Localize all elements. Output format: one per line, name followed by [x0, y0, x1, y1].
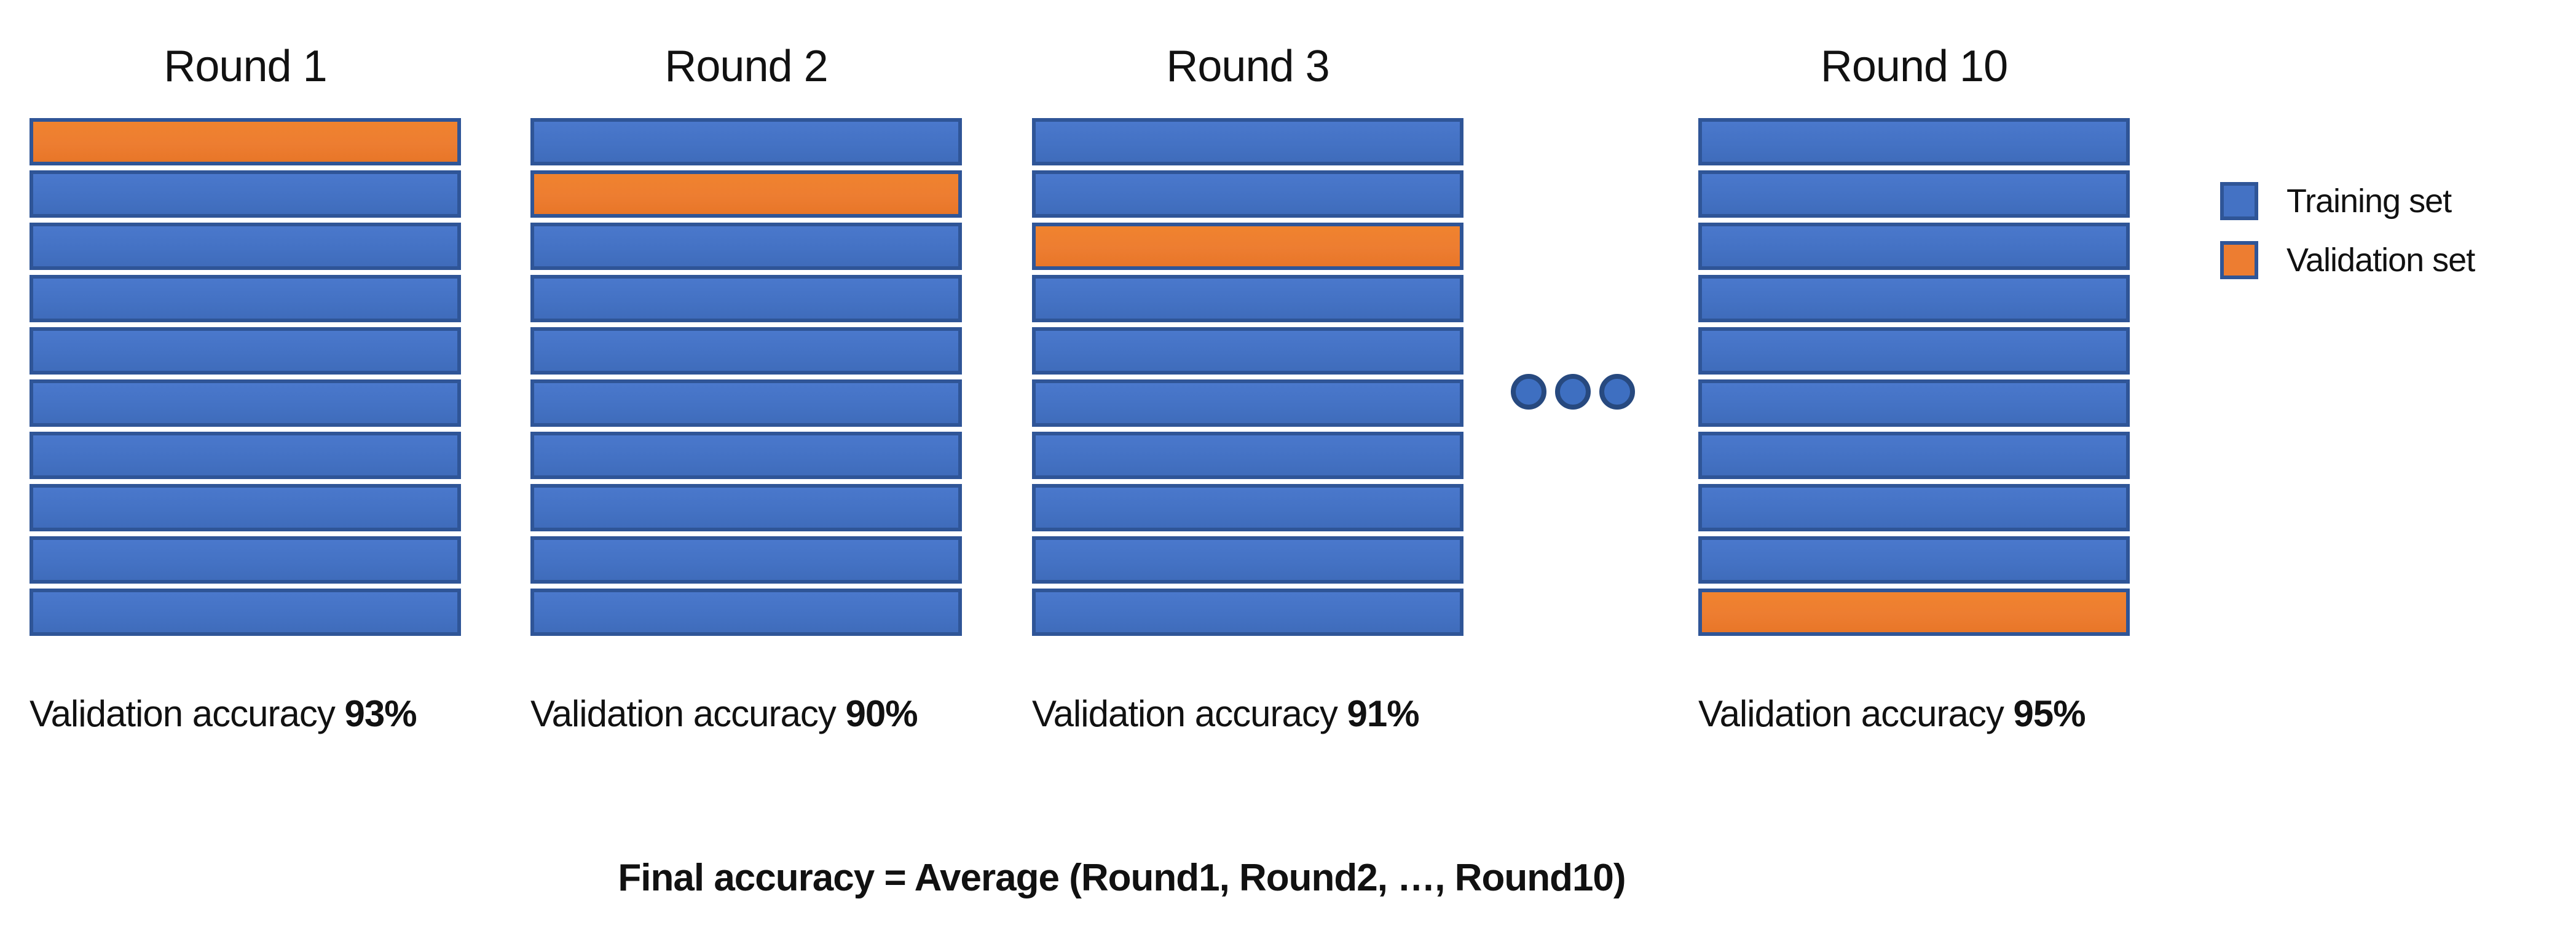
legend: Training set Validation set: [2220, 182, 2475, 279]
accuracy-value: 93%: [344, 693, 417, 734]
accuracy-caption: Validation accuracy 90%: [530, 692, 962, 735]
round-column: Round 10 Validation accuracy 95%: [1698, 0, 2130, 735]
legend-item: Training set: [2220, 182, 2475, 220]
training-swatch-icon: [2220, 182, 2258, 220]
accuracy-label: Validation accuracy: [30, 693, 336, 734]
accuracy-label: Validation accuracy: [1698, 693, 2004, 734]
validation-set-bar: [530, 170, 962, 218]
accuracy-value: 95%: [2013, 693, 2086, 734]
training-set-bar: [30, 484, 461, 531]
training-set-bar: [530, 484, 962, 531]
training-set-bar: [30, 170, 461, 218]
round-column: Round 1 Validation accuracy 93%: [30, 0, 461, 735]
training-set-bar: [30, 379, 461, 427]
round-title: Round 1: [163, 42, 327, 91]
training-set-bar: [530, 223, 962, 270]
accuracy-label: Validation accuracy: [530, 693, 837, 734]
training-set-bar: [1698, 118, 2130, 165]
training-set-bar: [530, 275, 962, 322]
legend-label: Validation set: [2286, 242, 2475, 279]
training-set-bar: [530, 589, 962, 636]
validation-set-bar: [30, 118, 461, 165]
training-set-bar: [530, 432, 962, 479]
training-set-bar: [530, 536, 962, 584]
training-set-bar: [30, 589, 461, 636]
training-set-bar: [1032, 275, 1463, 322]
fold-bars: [1032, 118, 1463, 636]
training-set-bar: [1032, 327, 1463, 375]
training-set-bar: [1032, 432, 1463, 479]
fold-bars: [30, 118, 461, 636]
training-set-bar: [30, 223, 461, 270]
rounds-ellipsis: [1511, 374, 1635, 410]
training-set-bar: [1698, 327, 2130, 375]
training-set-bar: [1032, 118, 1463, 165]
accuracy-value: 90%: [845, 693, 918, 734]
training-set-bar: [1698, 223, 2130, 270]
training-set-bar: [30, 327, 461, 375]
training-set-bar: [530, 379, 962, 427]
training-set-bar: [1032, 484, 1463, 531]
training-set-bar: [30, 275, 461, 322]
training-set-bar: [1698, 379, 2130, 427]
accuracy-caption: Validation accuracy 95%: [1698, 692, 2130, 735]
training-set-bar: [530, 118, 962, 165]
training-set-bar: [1698, 170, 2130, 218]
legend-item: Validation set: [2220, 241, 2475, 279]
validation-set-bar: [1698, 589, 2130, 636]
training-set-bar: [1032, 536, 1463, 584]
legend-label: Training set: [2286, 183, 2452, 220]
ellipsis-dot: [1511, 374, 1546, 410]
round-title: Round 10: [1820, 42, 2008, 91]
training-set-bar: [1032, 170, 1463, 218]
fold-bars: [1698, 118, 2130, 636]
accuracy-value: 91%: [1347, 693, 1420, 734]
training-set-bar: [1032, 379, 1463, 427]
accuracy-caption: Validation accuracy 91%: [1032, 692, 1463, 735]
training-set-bar: [1698, 536, 2130, 584]
ellipsis-dot: [1555, 374, 1591, 410]
training-set-bar: [530, 327, 962, 375]
training-set-bar: [1698, 275, 2130, 322]
training-set-bar: [1698, 432, 2130, 479]
round-column: Round 2 Validation accuracy 90%: [530, 0, 962, 735]
accuracy-caption: Validation accuracy 93%: [30, 692, 461, 735]
training-set-bar: [1698, 484, 2130, 531]
round-title: Round 3: [1166, 42, 1329, 91]
validation-set-bar: [1032, 223, 1463, 270]
training-set-bar: [30, 432, 461, 479]
fold-bars: [530, 118, 962, 636]
training-set-bar: [30, 536, 461, 584]
training-set-bar: [1032, 589, 1463, 636]
ellipsis-dot: [1599, 374, 1635, 410]
accuracy-label: Validation accuracy: [1032, 693, 1338, 734]
round-column: Round 3 Validation accuracy 91%: [1032, 0, 1463, 735]
validation-swatch-icon: [2220, 241, 2258, 279]
final-accuracy-formula: Final accuracy = Average (Round1, Round2…: [618, 857, 1626, 899]
round-title: Round 2: [664, 42, 828, 91]
